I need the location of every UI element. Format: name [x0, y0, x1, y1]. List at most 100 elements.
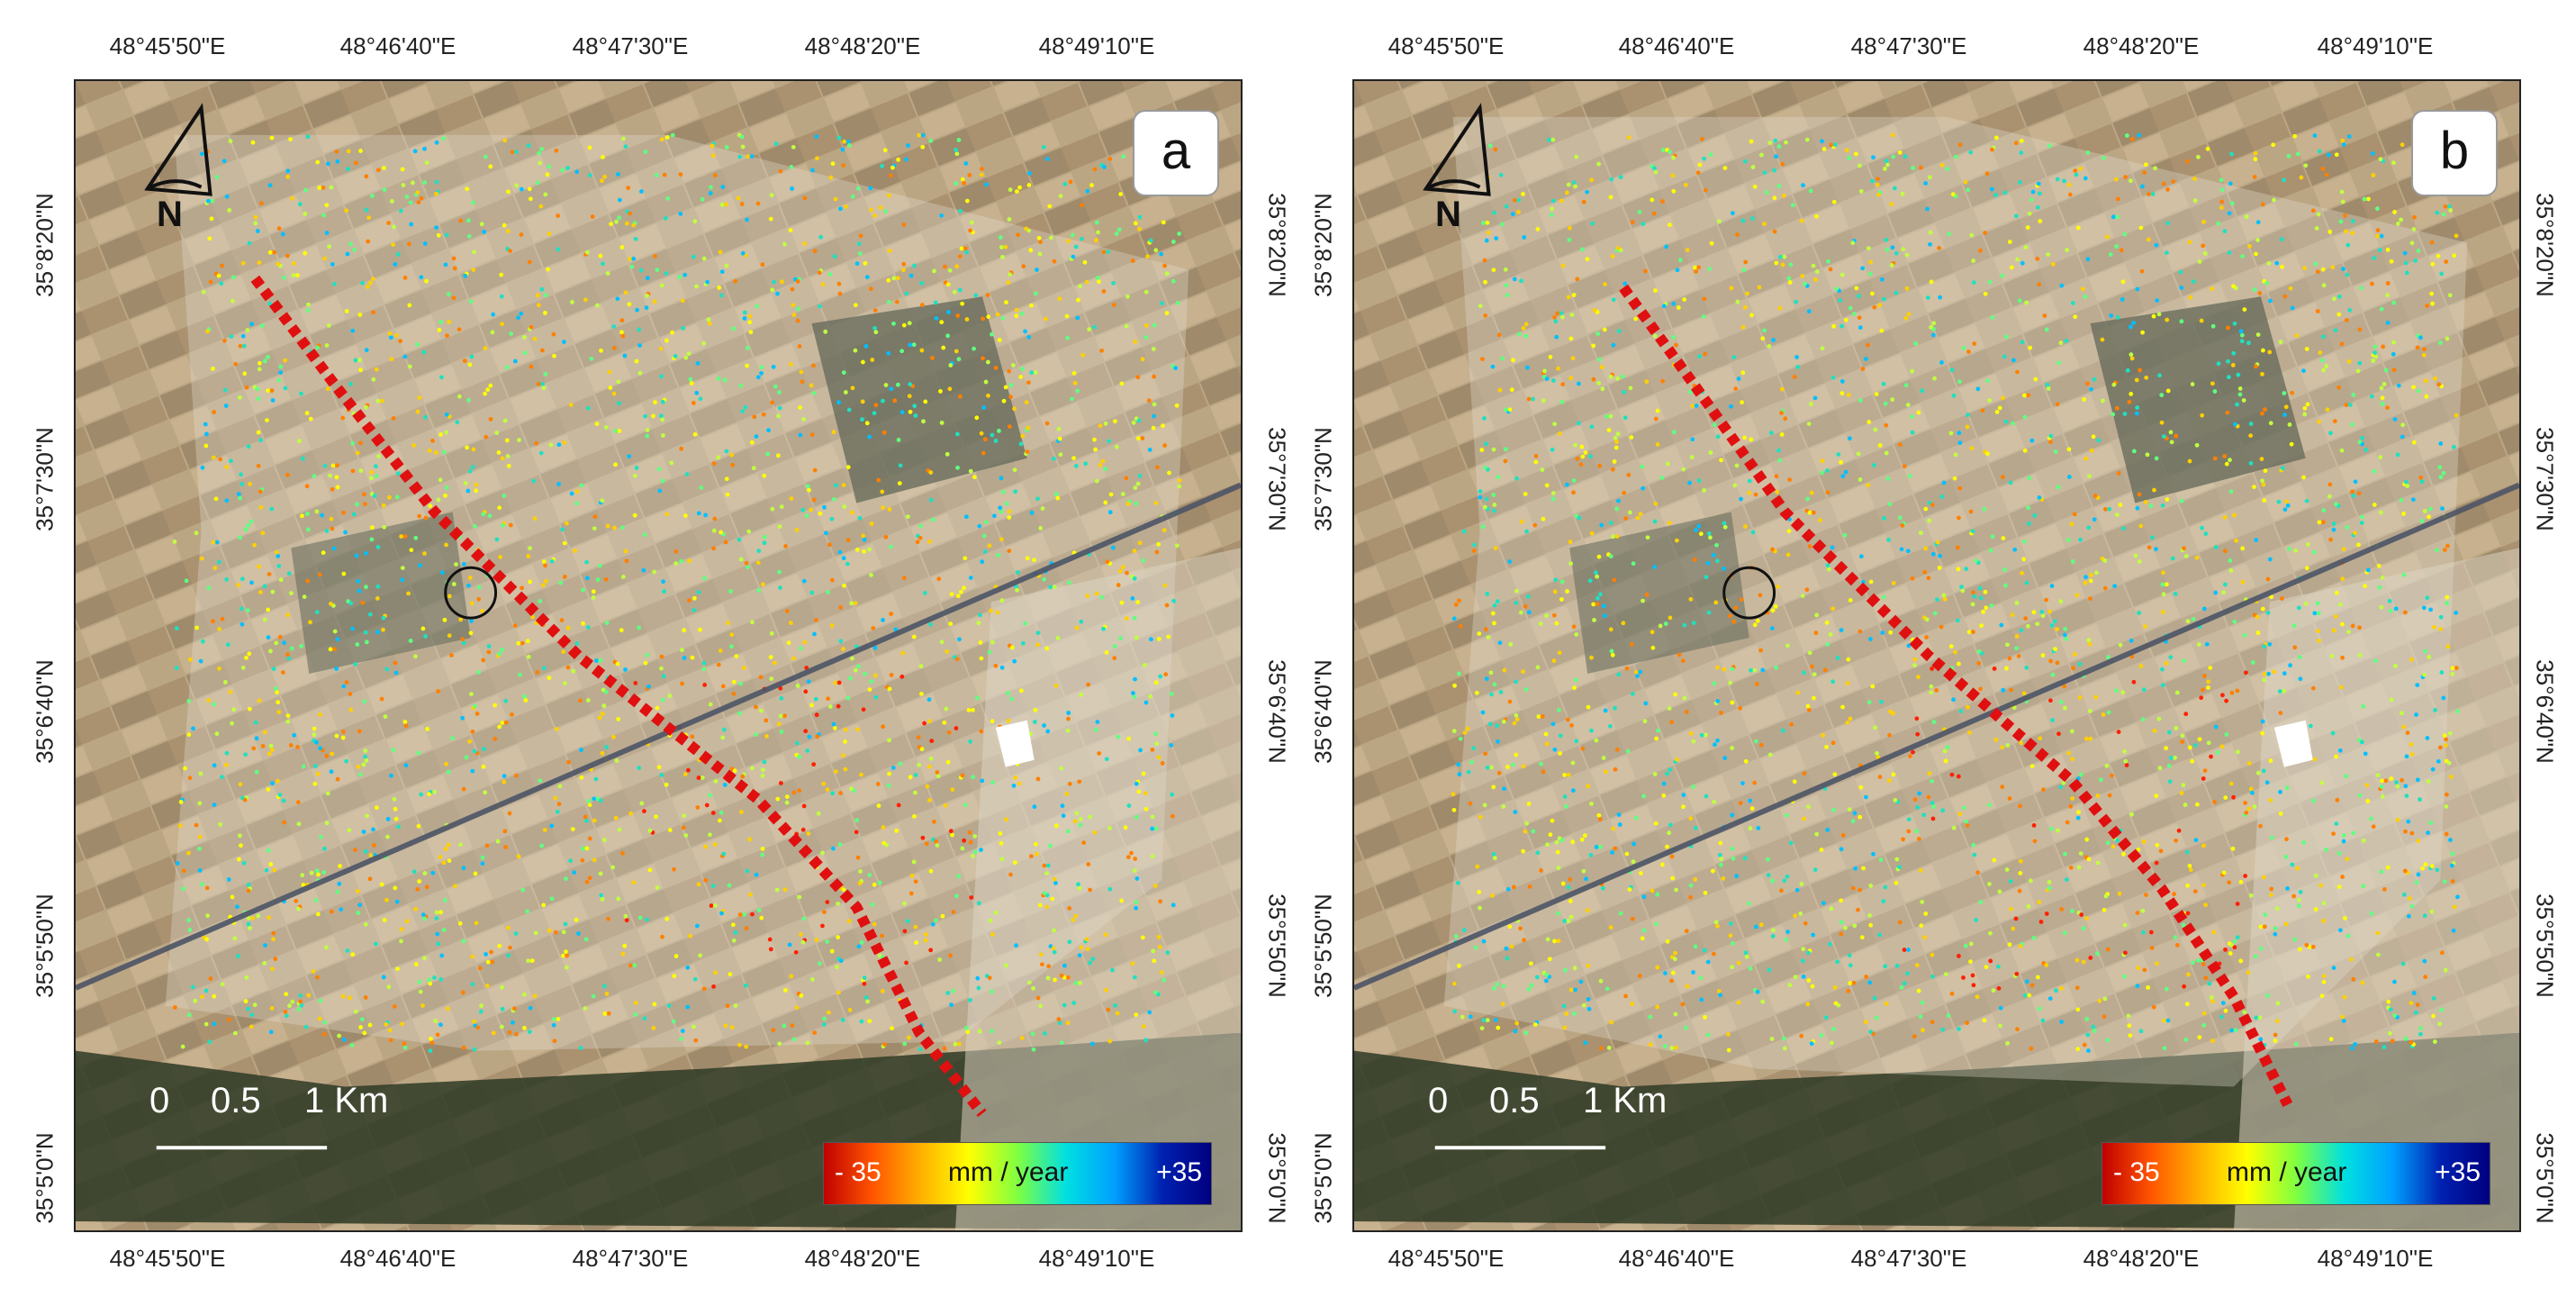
- ps-point: [2335, 797, 2340, 803]
- ps-point: [2437, 340, 2443, 346]
- ps-point: [1832, 985, 1838, 990]
- ps-point: [633, 1000, 638, 1005]
- legend-unit: mm / year: [948, 1157, 1069, 1187]
- ps-point: [211, 619, 215, 624]
- ps-point: [936, 576, 942, 582]
- ps-point: [1710, 868, 1715, 874]
- ps-point: [1752, 184, 1758, 189]
- ps-point: [382, 187, 387, 192]
- ps-point: [1492, 603, 1497, 608]
- ps-point: [1856, 451, 1861, 457]
- ps-point: [1929, 684, 1934, 689]
- ps-point: [1526, 594, 1531, 599]
- ps-point: [2210, 323, 2216, 329]
- ps-point: [1825, 563, 1830, 568]
- ps-point: [574, 917, 579, 922]
- ps-point: [1902, 948, 1907, 952]
- ps-point: [2154, 456, 2159, 461]
- ps-point: [371, 843, 376, 848]
- ps-point: [831, 846, 836, 851]
- ps-point: [2027, 993, 2032, 998]
- ps-point: [1079, 203, 1084, 208]
- ps-point: [777, 405, 782, 411]
- ps-point: [1121, 154, 1125, 159]
- ps-point: [479, 222, 484, 227]
- ps-point: [2115, 214, 2120, 220]
- ps-point: [2361, 838, 2366, 843]
- ps-point: [2193, 838, 2199, 843]
- ps-point: [739, 810, 744, 814]
- ps-point: [939, 320, 945, 325]
- ps-point: [2129, 352, 2134, 358]
- ps-point: [1125, 294, 1130, 299]
- ps-point: [754, 704, 758, 710]
- ps-point: [1716, 989, 1722, 993]
- ps-point: [1553, 577, 1559, 583]
- ps-point: [2381, 344, 2386, 349]
- ps-point: [218, 821, 222, 827]
- ps-point: [682, 272, 688, 277]
- ps-point: [598, 798, 603, 803]
- ps-point: [744, 560, 749, 566]
- ps-point: [1965, 424, 1970, 430]
- ps-point: [1820, 470, 1824, 476]
- ps-point: [2331, 831, 2336, 837]
- ps-point: [461, 561, 466, 567]
- ps-point: [1930, 974, 1935, 979]
- ps-point: [951, 910, 956, 914]
- lat-tick-right: 35°5'50"N: [2531, 893, 2559, 998]
- ps-point: [2156, 312, 2162, 317]
- ps-point: [538, 450, 544, 456]
- ps-point: [388, 335, 393, 340]
- ps-point: [2402, 892, 2407, 897]
- ps-point: [1868, 579, 1874, 585]
- ps-point: [600, 897, 605, 902]
- ps-point: [228, 689, 233, 694]
- ps-point: [2013, 141, 2019, 146]
- ps-point: [1930, 503, 1935, 507]
- ps-point: [1000, 315, 1006, 321]
- ps-point: [315, 345, 320, 350]
- ps-point: [2409, 752, 2415, 757]
- ps-point: [2065, 248, 2070, 252]
- ps-point: [1857, 294, 1861, 299]
- ps-point: [2058, 340, 2064, 346]
- ps-point: [212, 566, 218, 570]
- ps-point: [647, 828, 653, 833]
- ps-point: [964, 198, 970, 204]
- ps-point: [985, 359, 990, 365]
- ps-point: [1566, 919, 1571, 923]
- ps-point: [1899, 984, 1904, 990]
- ps-point: [2192, 889, 2198, 894]
- ps-point: [457, 921, 463, 926]
- ps-point: [2187, 458, 2192, 464]
- ps-point: [729, 1025, 735, 1030]
- ps-point: [729, 452, 735, 458]
- ps-point: [430, 438, 435, 443]
- ps-point: [615, 661, 620, 667]
- ps-point: [2088, 956, 2093, 960]
- ps-point: [1164, 311, 1170, 315]
- ps-point: [2120, 690, 2126, 695]
- ps-point: [1963, 179, 1968, 185]
- ps-point: [1719, 862, 1723, 867]
- ps-point: [887, 507, 892, 512]
- ps-point: [1018, 688, 1024, 694]
- ps-point: [212, 1021, 217, 1027]
- ps-point: [534, 440, 539, 446]
- ps-point: [1004, 501, 1009, 506]
- ps-point: [268, 1029, 274, 1035]
- ps-point: [347, 828, 352, 833]
- ps-point: [2413, 1010, 2418, 1015]
- ps-point: [1455, 880, 1460, 885]
- ps-point: [653, 400, 657, 404]
- ps-point: [2026, 904, 2031, 909]
- ps-point: [1554, 334, 1559, 340]
- ps-point: [964, 1025, 969, 1030]
- ps-point: [1107, 439, 1112, 444]
- ps-point: [1830, 545, 1835, 550]
- ps-point: [1866, 342, 1870, 348]
- ps-point: [485, 959, 491, 965]
- ps-point: [2239, 332, 2245, 338]
- ps-point: [912, 404, 917, 409]
